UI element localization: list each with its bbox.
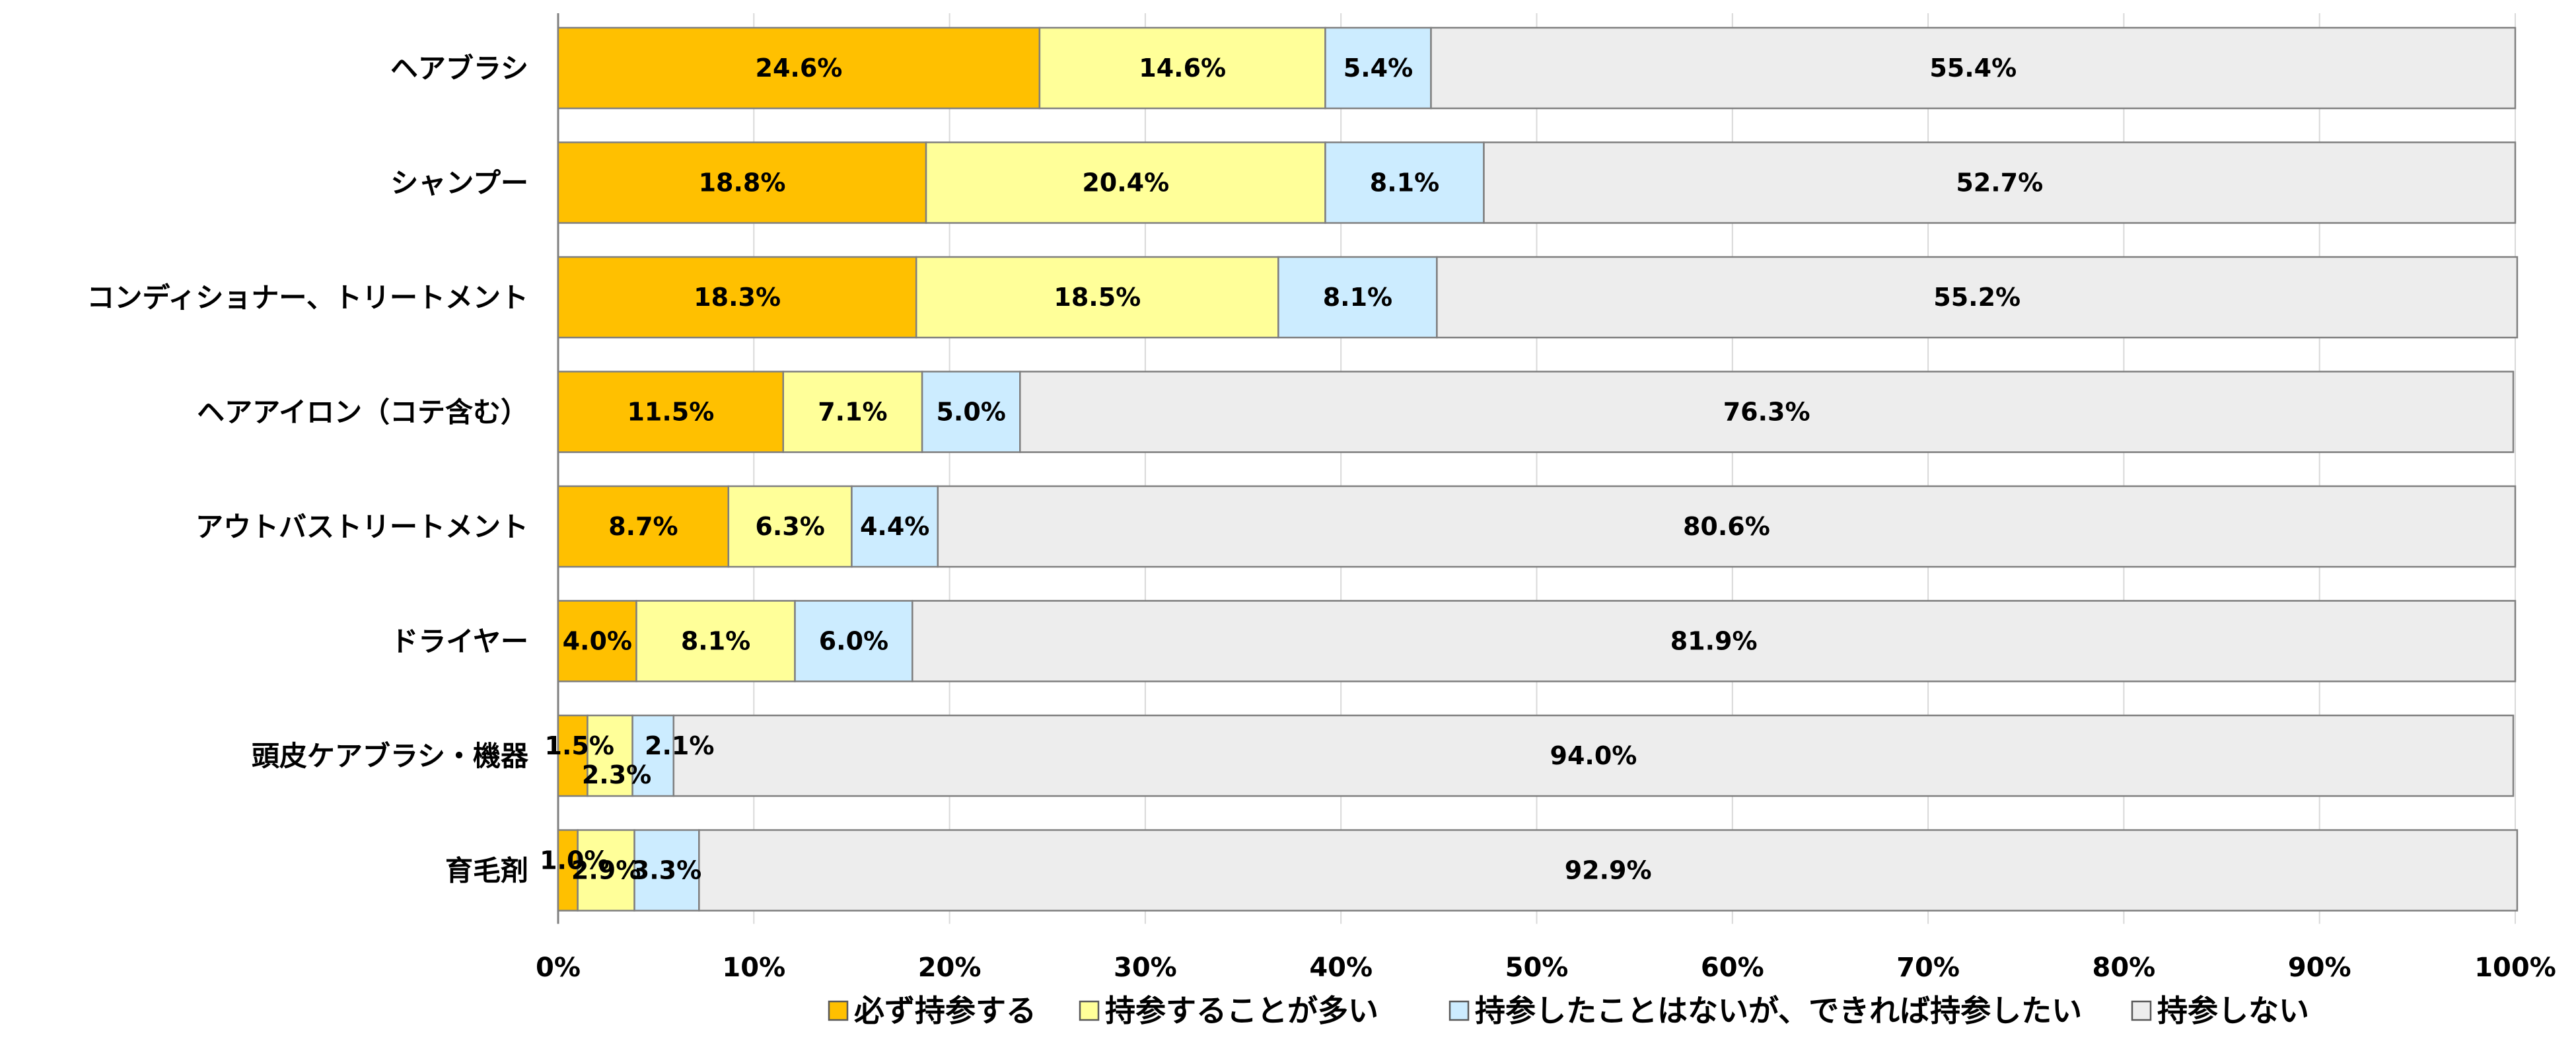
bar-segment — [1019, 371, 2515, 453]
data-label: 55.2% — [1933, 283, 2021, 312]
category-label: アウトバストリートメント — [196, 511, 528, 543]
bar-segment — [1277, 256, 1438, 339]
data-label: 4.4% — [860, 512, 929, 541]
x-tick-label: 0% — [536, 953, 581, 983]
x-axis-ticks: 0% 10% 20% 30% 40% 50% 60% 70% 80% 90% 100% — [536, 953, 2556, 983]
bar-segment — [937, 485, 2517, 568]
bar-segment — [921, 371, 1021, 453]
x-tick-label: 70% — [1896, 953, 1960, 983]
data-labels: 24.6% 14.6% 5.4% 55.4% 18.8% 20.4% 8.1% 52.7% 18… — [540, 54, 2043, 885]
x-tick-label: 30% — [1114, 953, 1177, 983]
bar-segment — [557, 141, 927, 224]
category-label: 育毛剤 — [445, 855, 528, 887]
legend-label: 持参したことはないが、できれば持参したい — [1475, 993, 2082, 1029]
data-label: 1.0% — [540, 846, 609, 875]
x-tick-label: 80% — [2093, 953, 2156, 983]
bar-segment — [631, 714, 675, 797]
bar-segment — [1430, 26, 2517, 110]
category-label: ヘアアイロン（コテ含む） — [197, 396, 528, 429]
data-label: 81.9% — [1670, 627, 1758, 656]
data-label: 6.0% — [819, 627, 888, 656]
data-label: 8.1% — [1323, 283, 1392, 312]
data-label: 3.3% — [632, 856, 701, 885]
x-tick-label: 60% — [1701, 953, 1764, 983]
bar-segment — [633, 829, 700, 912]
x-tick-label: 10% — [722, 953, 785, 983]
data-label: 92.9% — [1565, 856, 1652, 885]
bar-segment — [1324, 141, 1485, 224]
legend-swatch — [1449, 1000, 1470, 1021]
legend-label: 必ず持参する — [854, 993, 1036, 1029]
data-label: 6.3% — [755, 512, 824, 541]
bar-segment — [557, 600, 637, 682]
data-label: 2.3% — [582, 760, 651, 789]
x-tick-label: 20% — [918, 953, 982, 983]
bars — [557, 26, 2519, 912]
data-label: 2.9% — [571, 856, 641, 885]
data-label: 14.6% — [1139, 54, 1226, 83]
bar-segment — [912, 600, 2517, 682]
category-label: シャンプー — [390, 167, 528, 199]
legend-swatch — [828, 1000, 849, 1021]
data-label: 76.3% — [1723, 398, 1810, 427]
bar-segment — [794, 600, 913, 682]
legend: 必ず持参する 持参することが多い 持参したことはないが、できれば持参したい 持参しない — [828, 993, 2309, 1029]
legend-label: 持参することが多い — [1105, 993, 1378, 1029]
data-label: 18.5% — [1054, 283, 1141, 312]
x-tick-label: 90% — [2288, 953, 2351, 983]
bar-segment — [635, 600, 796, 682]
bar-segment — [1436, 256, 2519, 339]
bar-segment — [925, 141, 1326, 224]
data-label: 5.4% — [1343, 54, 1413, 83]
bar-segment — [915, 256, 1279, 339]
bar-segment — [672, 714, 2515, 797]
bar-segment — [577, 829, 635, 912]
legend-label: 持参しない — [2157, 993, 2309, 1029]
data-label: 18.8% — [699, 168, 786, 198]
data-label: 8.7% — [608, 512, 678, 541]
bar-segment — [698, 829, 2519, 912]
x-tick-label: 50% — [1505, 953, 1569, 983]
bar-segment — [851, 485, 939, 568]
bar-segment — [1483, 141, 2517, 224]
x-tick-label: 100% — [2474, 953, 2556, 983]
bar-segment — [727, 485, 853, 568]
category-label: ドライヤー — [390, 626, 528, 658]
bar-segment — [557, 256, 917, 339]
bar-segment — [782, 371, 923, 453]
data-label: 8.1% — [1370, 168, 1439, 198]
data-label: 20.4% — [1082, 168, 1169, 198]
data-label: 11.5% — [627, 398, 714, 427]
data-label: 7.1% — [818, 398, 887, 427]
category-label: ヘアブラシ — [390, 52, 528, 85]
data-label: 24.6% — [756, 54, 843, 83]
legend-swatch — [2131, 1000, 2152, 1021]
bar-segment — [557, 371, 784, 453]
data-label: 1.5% — [545, 731, 614, 760]
category-label: コンディショナー、トリートメント — [87, 281, 528, 314]
bar-segment — [557, 829, 579, 912]
x-tick-label: 40% — [1309, 953, 1373, 983]
data-label: 94.0% — [1550, 741, 1637, 770]
bar-segment — [1038, 26, 1326, 110]
bar-segment — [587, 714, 633, 797]
data-label: 4.0% — [563, 627, 632, 656]
legend-swatch — [1079, 1000, 1100, 1021]
bar-segment — [557, 26, 1041, 110]
data-label: 2.1% — [645, 731, 714, 760]
data-label: 18.3% — [694, 283, 781, 312]
data-label: 52.7% — [1956, 168, 2043, 198]
data-label: 5.0% — [936, 398, 1005, 427]
data-label: 55.4% — [1929, 54, 2017, 83]
data-label: 8.1% — [681, 627, 750, 656]
data-label: 80.6% — [1683, 512, 1770, 541]
bar-segment — [557, 485, 730, 568]
category-label: 頭皮ケアブラシ・機器 — [252, 740, 529, 772]
